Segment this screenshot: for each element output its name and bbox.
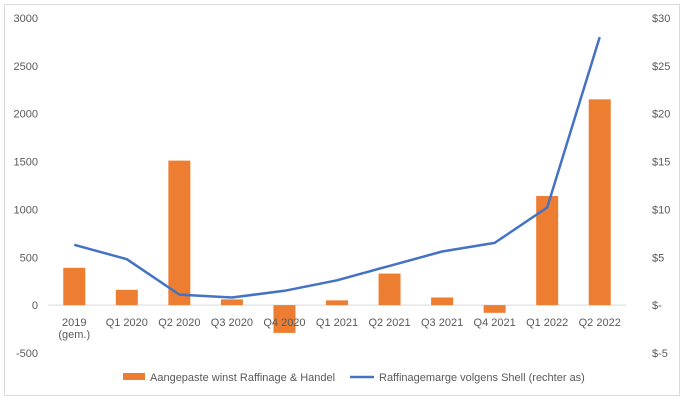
right-tick-label: $20 — [652, 109, 670, 121]
bar — [273, 305, 296, 333]
left-axis: -500 0 500 1000 1500 2000 2500 3000 — [14, 13, 38, 360]
bar-series — [63, 99, 611, 333]
bar — [483, 305, 506, 313]
left-tick-label: 1000 — [14, 204, 38, 216]
x-tick-label: 2019 — [62, 317, 86, 329]
right-tick-label: $10 — [652, 204, 670, 216]
bar — [115, 289, 138, 306]
x-tick-label: Q4 2020 — [263, 317, 305, 329]
left-tick-label: -500 — [16, 348, 38, 360]
right-axis: $-5 $- $5 $10 $15 $20 $25 $30 — [652, 13, 670, 360]
legend: Aangepaste winst Raffinage & Handel Raff… — [123, 372, 585, 384]
chart-frame — [4, 4, 680, 396]
right-tick-label: $15 — [652, 157, 670, 169]
legend-label-bar: Aangepaste winst Raffinage & Handel — [150, 372, 335, 384]
left-tick-label: 3000 — [14, 13, 38, 25]
right-tick-label: $-5 — [652, 348, 668, 360]
legend-swatch-bar — [123, 373, 145, 380]
x-tick-label: Q2 2022 — [579, 317, 621, 329]
x-tick-label: Q3 2021 — [421, 317, 463, 329]
bar — [326, 300, 348, 306]
x-tick-label: Q2 2020 — [158, 317, 200, 329]
right-tick-label: $- — [652, 300, 662, 312]
legend-label-line: Raffinagemarge volgens Shell (rechter as… — [379, 372, 585, 384]
left-tick-label: 0 — [32, 300, 38, 312]
left-tick-label: 500 — [20, 252, 38, 264]
x-tick-label: Q4 2021 — [474, 317, 516, 329]
bar — [536, 196, 559, 306]
bar — [378, 273, 401, 306]
bar — [168, 160, 191, 306]
x-tick-label: Q1 2021 — [316, 317, 358, 329]
bar — [588, 99, 611, 306]
line-series — [73, 36, 601, 299]
bar — [431, 297, 454, 306]
x-tick-label: Q1 2022 — [526, 317, 568, 329]
x-axis: 2019(gem.) Q1 2020 Q2 2020 Q3 2020 Q4 2020 Q1… — [58, 317, 620, 341]
series-line — [73, 36, 601, 299]
left-tick-label: 2000 — [14, 109, 38, 121]
left-tick-label: 2500 — [14, 61, 38, 73]
right-tick-label: $5 — [652, 252, 664, 264]
x-tick-label: Q3 2020 — [211, 317, 253, 329]
bar — [220, 299, 243, 306]
right-tick-label: $25 — [652, 61, 670, 73]
right-tick-label: $30 — [652, 13, 670, 25]
x-tick-label: Q2 2021 — [368, 317, 410, 329]
bar — [63, 267, 86, 306]
x-tick-label: Q1 2020 — [106, 317, 148, 329]
x-tick-label: (gem.) — [58, 329, 90, 341]
left-tick-label: 1500 — [14, 157, 38, 169]
